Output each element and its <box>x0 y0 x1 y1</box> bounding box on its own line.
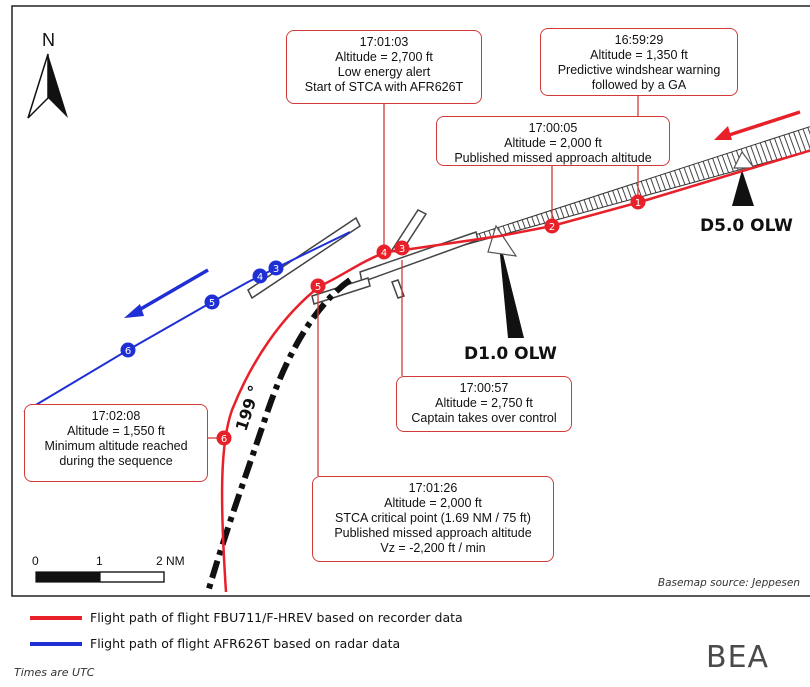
red-point-5: 5 <box>310 278 326 294</box>
svg-text:5: 5 <box>209 298 215 309</box>
callout-event: Published missed approach altitude <box>454 151 652 165</box>
runway-cross-bottom <box>391 279 405 299</box>
bea-logo: BEA <box>706 640 770 675</box>
callout-altitude: Altitude = 2,700 ft <box>335 50 433 64</box>
svg-text:6: 6 <box>221 434 227 445</box>
svg-text:4: 4 <box>257 272 263 283</box>
callout-point-6: 17:02:08 Altitude = 1,550 ft Minimum alt… <box>24 404 208 482</box>
heading-label: 199 ° <box>232 383 265 434</box>
callout-time: 16:59:29 <box>614 33 664 47</box>
callout-altitude: Altitude = 1,350 ft <box>590 48 688 62</box>
callout-event: Captain takes over control <box>411 411 557 425</box>
blue-points: 3 4 5 6 <box>120 260 284 358</box>
callout-point-5: 17:01:26 Altitude = 2,000 ft STCA critic… <box>312 476 554 562</box>
svg-text:6: 6 <box>125 346 131 357</box>
scale-one: 1 <box>96 554 103 568</box>
blue-point-5: 5 <box>204 294 220 310</box>
red-point-3: 3 <box>394 240 410 256</box>
callout-event: Vz = -2,200 ft / min <box>380 541 486 555</box>
callout-event: followed by a GA <box>591 78 687 92</box>
north-label: N <box>42 30 55 50</box>
blue-direction-arrow-icon <box>124 268 209 318</box>
callout-altitude: Altitude = 2,000 ft <box>504 136 602 150</box>
svg-text:3: 3 <box>273 264 279 275</box>
d1-marker-label: D1.0 OLW <box>464 344 557 364</box>
blue-point-6: 6 <box>120 342 136 358</box>
north-arrow-icon <box>27 53 68 119</box>
callout-point-4: 17:01:03 Altitude = 2,700 ft Low energy … <box>286 30 482 104</box>
scale-zero: 0 <box>32 554 39 568</box>
callout-time: 17:01:26 <box>408 481 458 495</box>
svg-text:2: 2 <box>549 222 555 233</box>
callout-point-2: 17:00:05 Altitude = 2,000 ft Published m… <box>436 116 670 166</box>
red-point-1: 1 <box>630 194 646 210</box>
d5-marker-wedge <box>732 170 754 206</box>
blue-point-4: 4 <box>252 268 268 284</box>
red-point-2: 2 <box>544 218 560 234</box>
svg-text:1: 1 <box>635 198 641 209</box>
red-direction-arrow-icon <box>714 110 801 140</box>
d5-marker-flag <box>733 150 756 169</box>
callout-event: Low energy alert <box>337 65 431 79</box>
scale-two: 2 NM <box>156 554 185 568</box>
basemap-source: Basemap source: Jeppesen <box>658 577 800 589</box>
callout-event: Start of STCA with AFR626T <box>304 80 464 94</box>
missed-approach-track <box>205 277 352 593</box>
red-points: 1 2 3 4 5 6 <box>216 194 646 446</box>
callout-point-3: 17:00:57 Altitude = 2,750 ft Captain tak… <box>396 376 572 432</box>
callout-event: STCA critical point (1.69 NM / 75 ft) <box>335 511 531 525</box>
callout-point-1: 16:59:29 Altitude = 1,350 ft Predictive … <box>540 28 738 96</box>
times-note: Times are UTC <box>14 666 95 679</box>
legend-red-label: Flight path of flight FBU711/F-HREV base… <box>90 610 463 625</box>
red-flight-path <box>220 149 810 593</box>
svg-text:5: 5 <box>315 282 321 293</box>
callout-time: 17:02:08 <box>91 409 141 423</box>
callout-event: during the sequence <box>59 454 173 468</box>
callout-time: 17:00:05 <box>528 121 578 135</box>
callout-event: Published missed approach altitude <box>334 526 532 540</box>
blue-point-3: 3 <box>268 260 284 276</box>
d1-marker-wedge <box>498 234 524 338</box>
callout-altitude: Altitude = 2,000 ft <box>384 496 482 510</box>
callout-time: 17:01:03 <box>359 35 409 49</box>
callout-altitude: Altitude = 1,550 ft <box>67 424 165 438</box>
d5-marker-label: D5.0 OLW <box>700 216 793 236</box>
runway-main <box>359 231 479 284</box>
callout-event: Predictive windshear warning <box>557 63 721 77</box>
legend-blue-label: Flight path of flight AFR626T based on r… <box>90 636 401 651</box>
red-point-6: 6 <box>216 430 232 446</box>
svg-text:4: 4 <box>381 248 387 259</box>
callout-time: 17:00:57 <box>459 381 509 395</box>
red-point-4: 4 <box>376 244 392 260</box>
svg-text:3: 3 <box>399 244 405 255</box>
blue-flight-path <box>23 231 351 413</box>
callout-event: Minimum altitude reached <box>44 439 188 453</box>
callout-altitude: Altitude = 2,750 ft <box>435 396 533 410</box>
runway-ne <box>247 216 361 300</box>
d1-marker-flag <box>487 224 518 257</box>
scale-bar <box>35 571 165 583</box>
map-frame <box>11 5 810 597</box>
